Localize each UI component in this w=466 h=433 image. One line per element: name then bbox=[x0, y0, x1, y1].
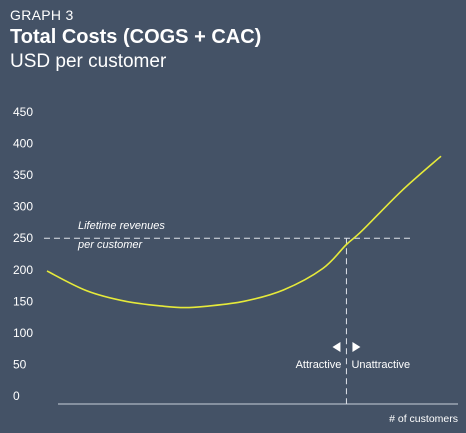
y-tick-450: 450 bbox=[13, 105, 33, 119]
reference-label-line1: Lifetime revenues bbox=[78, 220, 165, 232]
chart-header: GRAPH 3 Total Costs (COGS + CAC) USD per… bbox=[10, 6, 261, 74]
region-label-attractive: Attractive bbox=[296, 359, 342, 371]
reference-label-line2: per customer bbox=[77, 239, 144, 251]
y-tick-250: 250 bbox=[13, 231, 33, 245]
chart-subtitle: USD per customer bbox=[10, 51, 167, 72]
right-arrow-icon bbox=[352, 342, 361, 352]
total-cost-curve bbox=[46, 155, 442, 309]
y-tick-150: 150 bbox=[13, 294, 33, 308]
y-axis-ticks: 0 50 100 150 200 250 300 350 400 450 bbox=[13, 105, 33, 403]
region-label-unattractive: Unattractive bbox=[351, 359, 410, 371]
y-tick-350: 350 bbox=[13, 168, 33, 182]
x-axis-label: # of customers bbox=[389, 413, 458, 425]
y-tick-300: 300 bbox=[13, 200, 33, 214]
y-tick-0: 0 bbox=[13, 389, 20, 403]
y-tick-50: 50 bbox=[13, 357, 27, 371]
y-tick-400: 400 bbox=[13, 137, 33, 151]
y-tick-200: 200 bbox=[13, 263, 33, 277]
y-tick-100: 100 bbox=[13, 326, 33, 340]
left-arrow-icon bbox=[332, 342, 341, 352]
graph-number: GRAPH 3 bbox=[10, 7, 74, 23]
chart-title: Total Costs (COGS + CAC) bbox=[10, 26, 262, 48]
